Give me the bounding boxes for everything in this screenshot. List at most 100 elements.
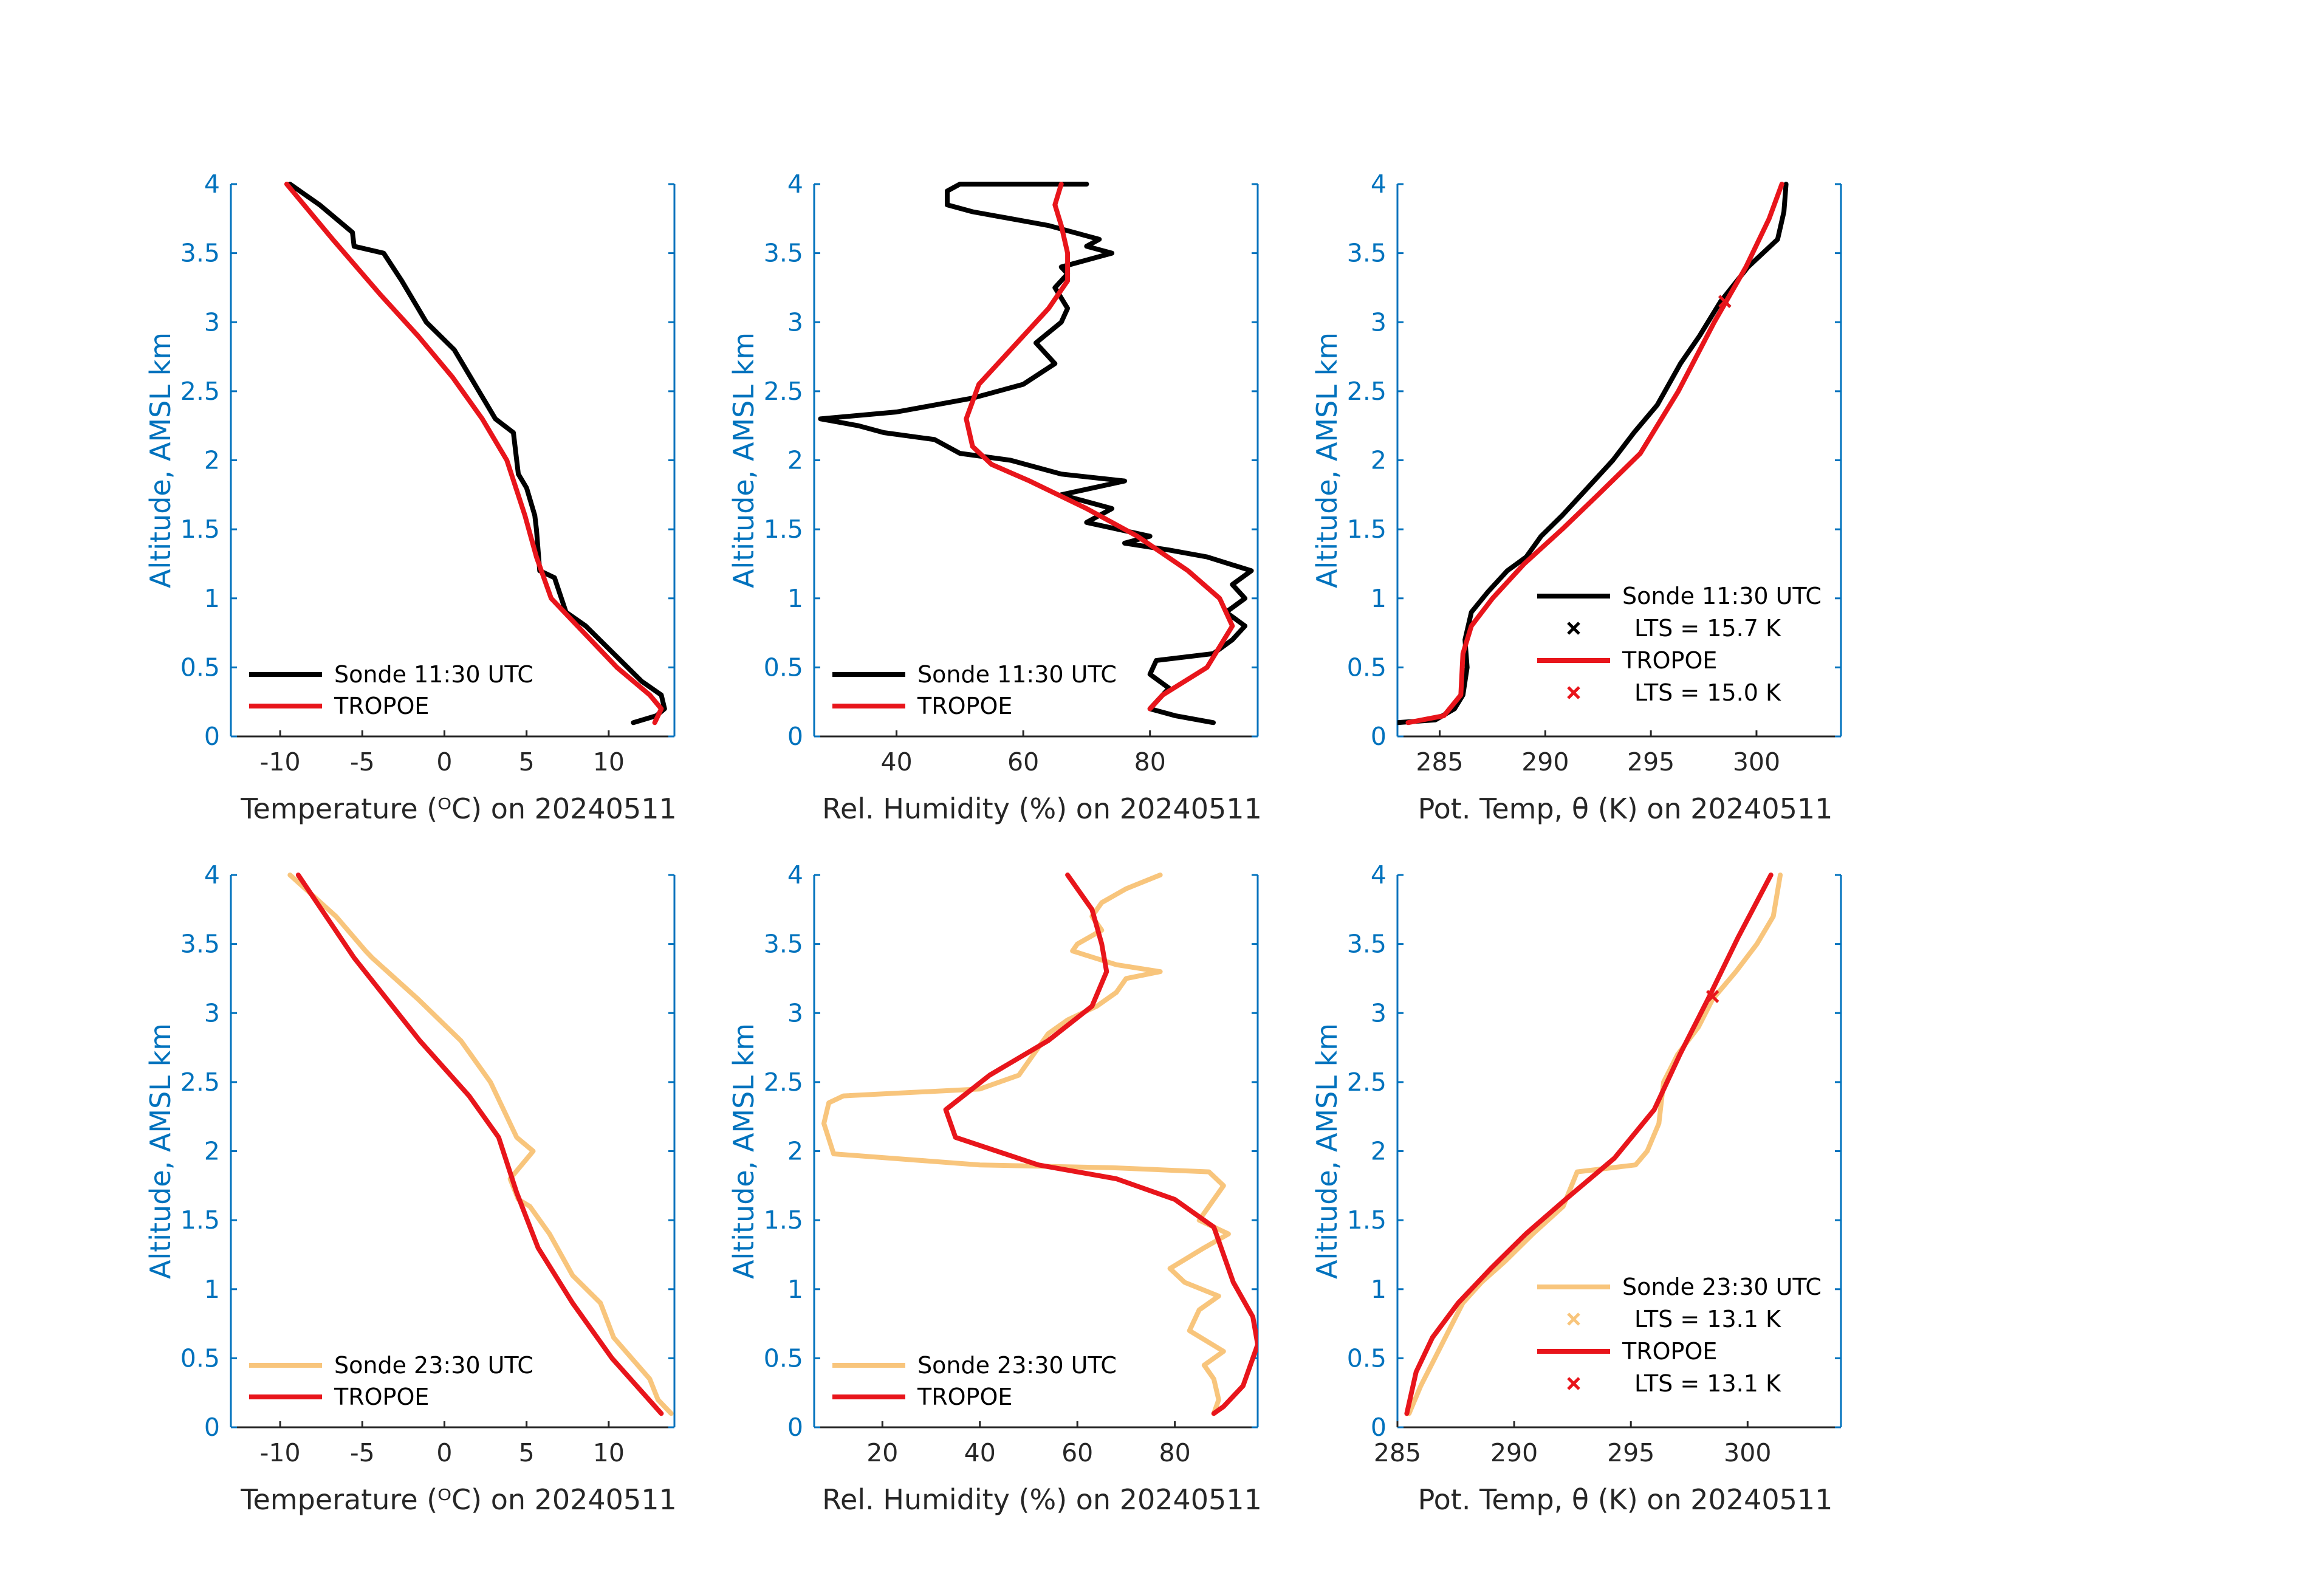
- x-tick-label: 20: [866, 1438, 898, 1467]
- legend: Sonde 11:30 UTC TROPOE: [249, 661, 533, 719]
- y-axis-label: Altitude, AMSL km: [727, 332, 760, 588]
- y-tick-label: 0: [787, 1413, 803, 1442]
- lts-point-marker: [1705, 990, 1719, 1003]
- y-tick-label: 3.5: [1347, 930, 1387, 959]
- x-axis-label: Pot. Temp, θ (K) on 20240511: [1418, 1483, 1833, 1516]
- legend-label: TROPOE: [334, 693, 429, 719]
- y-tick-label: 2: [787, 446, 803, 475]
- x-tick-label: 285: [1374, 1438, 1421, 1467]
- y-axis-label: Altitude, AMSL km: [1311, 332, 1343, 588]
- x-tick-label: 285: [1416, 747, 1463, 777]
- legend-label: Sonde 23:30 UTC: [334, 1352, 533, 1379]
- y-tick-label: 3.5: [764, 930, 803, 959]
- series-line-sonde: [1407, 873, 1783, 1416]
- series-line-tropoe: [295, 873, 664, 1416]
- y-tick-label: 1: [787, 584, 803, 613]
- series-line-tropoe: [1405, 182, 1784, 725]
- y-tick-label: 1: [204, 1275, 220, 1304]
- legend: Sonde 23:30 UTC TROPOE: [832, 1352, 1117, 1410]
- series-line-sonde: [287, 182, 667, 725]
- y-tick-label: 1: [1371, 584, 1387, 613]
- y-tick-label: 1: [204, 584, 220, 613]
- y-tick-label: 0: [1371, 722, 1387, 751]
- x-tick-label: 290: [1521, 747, 1569, 777]
- y-tick-label: 0: [787, 722, 803, 751]
- legend-lts-label: LTS = 13.1 K: [1634, 1370, 1781, 1397]
- series-line-sonde: [287, 873, 674, 1416]
- legend-label: TROPOE: [917, 693, 1012, 719]
- series-line-tropoe: [284, 182, 664, 725]
- x-tick-label: 295: [1627, 747, 1674, 777]
- y-tick-label: 0.5: [1347, 653, 1387, 682]
- x-tick-label: 60: [1007, 747, 1039, 777]
- y-tick-label: 0.5: [180, 653, 220, 682]
- legend-lts-marker: [1567, 1312, 1580, 1326]
- x-tick-label: -10: [260, 1438, 301, 1467]
- y-tick-label: 1: [1371, 1275, 1387, 1304]
- series-line-sonde: [818, 182, 1254, 725]
- legend-lts-label: LTS = 15.7 K: [1634, 615, 1781, 642]
- legend: Sonde 11:30 UTC TROPOE: [832, 661, 1117, 719]
- y-axis-label: Altitude, AMSL km: [144, 1023, 177, 1279]
- x-axis-label: Pot. Temp, θ (K) on 20240511: [1418, 792, 1833, 825]
- y-tick-label: 2: [204, 446, 220, 475]
- panel-theta_day: 0 0.5 1 1.5 2 2.5 3 3.5 4 285 290 295 300 Pot. Temp, …: [1311, 170, 1842, 825]
- panel-rh_day: 0 0.5 1 1.5 2 2.5 3 3.5 4 40 60 80 Rel. Humidity (%)…: [727, 170, 1262, 825]
- x-tick-label: 40: [964, 1438, 996, 1467]
- y-tick-label: 0.5: [180, 1343, 220, 1373]
- y-tick-label: 2: [1371, 1137, 1387, 1166]
- legend-lts-marker: [1567, 686, 1580, 699]
- y-tick-label: 2.5: [1347, 377, 1387, 406]
- y-tick-label: 4: [1371, 170, 1387, 199]
- legend: Sonde 23:30 UTC TROPOE: [249, 1352, 533, 1410]
- x-tick-label: -5: [350, 747, 375, 777]
- y-tick-label: 1: [787, 1275, 803, 1304]
- lts-point-marker: [1718, 295, 1732, 308]
- y-tick-label: 2: [204, 1137, 220, 1166]
- x-tick-label: 10: [593, 747, 625, 777]
- x-axis-label: Rel. Humidity (%) on 20240511: [822, 1483, 1262, 1516]
- x-tick-label: 40: [880, 747, 912, 777]
- x-tick-label: -10: [260, 747, 301, 777]
- y-tick-label: 3.5: [180, 930, 220, 959]
- legend-label: Sonde 11:30 UTC: [1622, 583, 1822, 609]
- y-axis-label: Altitude, AMSL km: [727, 1023, 760, 1279]
- x-tick-label: 295: [1607, 1438, 1654, 1467]
- y-tick-label: 1.5: [764, 515, 803, 544]
- y-tick-label: 3: [204, 307, 220, 337]
- x-tick-label: 5: [519, 747, 535, 777]
- x-axis-label: Rel. Humidity (%) on 20240511: [822, 792, 1262, 825]
- x-tick-label: 0: [436, 747, 452, 777]
- y-tick-label: 1.5: [1347, 515, 1387, 544]
- x-tick-label: 10: [593, 1438, 625, 1467]
- x-tick-label: 300: [1733, 747, 1780, 777]
- panel-theta_night: 0 0.5 1 1.5 2 2.5 3 3.5 4 285 290 295 300 Pot. Temp, …: [1311, 860, 1842, 1516]
- y-tick-label: 1.5: [180, 515, 220, 544]
- x-tick-label: 300: [1724, 1438, 1771, 1467]
- panel-temp_day: 0 0.5 1 1.5 2 2.5 3 3.5 4 -10 -5 0 5 10 Temperature (ᴼ…: [144, 170, 677, 825]
- y-axis-label: Altitude, AMSL km: [1311, 1023, 1343, 1279]
- series-line-sonde: [1397, 182, 1789, 725]
- y-tick-label: 4: [1371, 860, 1387, 890]
- series-line-sonde: [821, 873, 1231, 1416]
- x-axis-label: Temperature (ᴼC) on 20240511: [240, 1483, 677, 1516]
- x-tick-label: 80: [1134, 747, 1166, 777]
- legend-label: Sonde 11:30 UTC: [334, 661, 533, 688]
- legend-lts-marker: [1567, 1377, 1580, 1390]
- x-tick-label: 0: [436, 1438, 452, 1467]
- panel-temp_night: 0 0.5 1 1.5 2 2.5 3 3.5 4 -10 -5 0 5 10 Temperature (ᴼ…: [144, 860, 677, 1516]
- y-tick-label: 2.5: [180, 377, 220, 406]
- x-tick-label: 80: [1159, 1438, 1191, 1467]
- y-tick-label: 0: [204, 1413, 220, 1442]
- panel-rh_night: 0 0.5 1 1.5 2 2.5 3 3.5 4 20 40 60 80 Rel. Humidity (…: [727, 860, 1262, 1516]
- legend-label: TROPOE: [917, 1384, 1012, 1410]
- y-tick-label: 0.5: [1347, 1343, 1387, 1373]
- legend-label: TROPOE: [334, 1384, 429, 1410]
- y-tick-label: 1.5: [180, 1206, 220, 1235]
- x-axis-label: Temperature (ᴼC) on 20240511: [240, 792, 677, 825]
- y-tick-label: 3: [1371, 998, 1387, 1027]
- legend-label: Sonde 23:30 UTC: [917, 1352, 1117, 1379]
- y-tick-label: 0: [1371, 1413, 1387, 1442]
